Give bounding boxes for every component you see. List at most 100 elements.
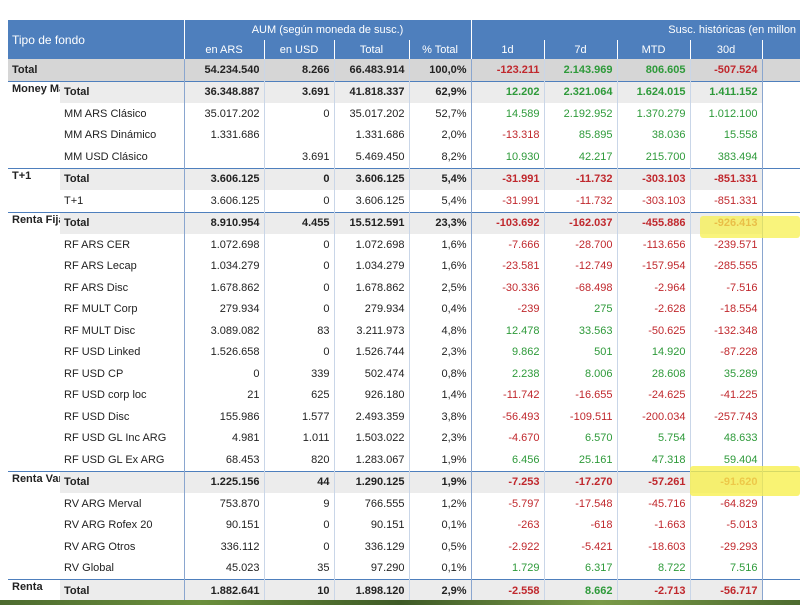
fund-row: RF USD CP 0 339 502.474 0,8% 2.238 8.006 28.608… <box>8 363 800 385</box>
cell-en-usd: 0 <box>263 234 335 256</box>
cell-en-ars: 90.151 <box>183 514 265 536</box>
col-header-mtd: MTD <box>616 40 691 59</box>
cell-en-usd: 0 <box>263 167 335 190</box>
cell-en-usd: 44 <box>263 470 335 493</box>
cell-mtd: -57.261 <box>616 470 691 493</box>
cell-mtd: -303.103 <box>616 167 691 190</box>
cell-total: 926.180 <box>333 384 410 406</box>
cell-mtd: -18.603 <box>616 536 691 558</box>
cell-1d: 6.456 <box>470 449 545 471</box>
cell-1d: -2.558 <box>470 579 545 602</box>
row-label: RF MULT Corp <box>64 303 138 316</box>
cell-en-usd: 1.011 <box>263 427 335 449</box>
cell-pct-total: 4,8% <box>408 320 472 342</box>
cut-cell <box>761 341 800 363</box>
cell-en-usd: 0 <box>263 190 335 212</box>
cell-pct-total: 2,5% <box>408 277 472 299</box>
row-label: RF ARS Disc <box>64 281 129 294</box>
cut-cell <box>761 406 800 428</box>
cell-en-usd: 35 <box>263 557 335 580</box>
cell-en-ars: 1.034.279 <box>183 255 265 277</box>
cell-7d: -5.421 <box>543 536 618 558</box>
cell-7d: -16.655 <box>543 384 618 406</box>
cell-7d: -109.511 <box>543 406 618 428</box>
fund-row: RF ARS CER 1.072.698 0 1.072.698 1,6% -7.666-… <box>8 234 800 256</box>
cell-en-ars: 3.606.125 <box>183 190 265 212</box>
cell-mtd: -2.964 <box>616 277 691 299</box>
row-label: RF ARS Lecap <box>64 260 137 273</box>
cell-7d: 6.317 <box>543 557 618 580</box>
cell-en-ars: 753.870 <box>183 493 265 515</box>
row-label: Total <box>60 579 185 602</box>
cut-cell <box>761 80 800 103</box>
bottom-edge-strip <box>0 600 800 605</box>
cell-en-usd: 0 <box>263 103 335 125</box>
total-row: Renta Fija Total 8.910.954 4.455 15.512.591 2… <box>8 211 800 471</box>
row-label: RF USD Disc <box>64 410 130 423</box>
cut-cell <box>761 363 800 385</box>
fund-row: RF USD corp loc 21 625 926.180 1,4% -11.742 -1… <box>8 384 800 406</box>
row-label: RF USD corp loc <box>64 389 147 402</box>
cell-30d: -56.717 <box>689 579 763 602</box>
cell-1d: -31.991 <box>470 167 545 190</box>
cell-en-usd: 0 <box>263 341 335 363</box>
cell-7d: 33.563 <box>543 320 618 342</box>
cell-pct-total: 0,4% <box>408 298 472 320</box>
cell-30d: -41.225 <box>689 384 763 406</box>
total-row: Renta VariableTotal1.225.156441.290.1251… <box>8 470 800 580</box>
cell-1d: 10.930 <box>470 146 545 168</box>
cell-total: 1.678.862 <box>333 277 410 299</box>
row-label: Total <box>60 211 185 234</box>
col-header-30d: 30d <box>689 40 763 59</box>
cell-en-usd: 3.691 <box>263 80 335 103</box>
cell-1d: 9.862 <box>470 341 545 363</box>
col-header-en-ars: en ARS <box>183 40 265 59</box>
cell-mtd: -200.034 <box>616 406 691 428</box>
cell-en-ars: 279.934 <box>183 298 265 320</box>
cell-7d: 6.570 <box>543 427 618 449</box>
row-label: RF USD GL Ex ARG <box>64 453 165 466</box>
cell-1d: -31.991 <box>470 190 545 212</box>
cell-total: 1.034.279 <box>333 255 410 277</box>
group-label: Renta <box>8 579 60 602</box>
cell-30d: -132.348 <box>689 320 763 342</box>
cell-total: 1.526.744 <box>333 341 410 363</box>
cell-total: 766.555 <box>333 493 410 515</box>
cell-en-ars: 336.112 <box>183 536 265 558</box>
cell-total: 90.151 <box>333 514 410 536</box>
cell-en-usd: 1.577 <box>263 406 335 428</box>
cell-7d: -17.548 <box>543 493 618 515</box>
total-row: Total 54.234.540 8.266 66.483.914 100,0% -123… <box>8 59 800 81</box>
cell-30d: -851.331 <box>689 190 763 212</box>
cell-mtd: -45.716 <box>616 493 691 515</box>
cell-mtd: -455.886 <box>616 211 691 234</box>
cell-pct-total: 5,4% <box>408 190 472 212</box>
cut-cell <box>761 146 800 168</box>
cell-pct-total: 2,0% <box>408 124 472 146</box>
group-label: T+1 <box>8 167 60 212</box>
cell-pct-total: 1,9% <box>408 470 472 493</box>
cell-30d: 15.558 <box>689 124 763 146</box>
cell-total: 66.483.914 <box>333 59 410 81</box>
cell-en-usd: 0 <box>263 514 335 536</box>
cell-en-usd: 9 <box>263 493 335 515</box>
aum-group-header: AUM (según moneda de susc.) <box>183 20 472 40</box>
cell-pct-total: 0,1% <box>408 514 472 536</box>
cell-total: 1.072.698 <box>333 234 410 256</box>
cell-pct-total: 52,7% <box>408 103 472 125</box>
group-label: Renta Fija <box>8 211 60 471</box>
fund-row: RF MULT Corp 279.934 0 279.934 0,4% -239 275 -2… <box>8 298 800 320</box>
cell-1d: 12.202 <box>470 80 545 103</box>
cell-en-usd: 83 <box>263 320 335 342</box>
cell-1d: -239 <box>470 298 545 320</box>
cell-1d: -23.581 <box>470 255 545 277</box>
cell-1d: -123.211 <box>470 59 545 81</box>
cell-en-ars: 155.986 <box>183 406 265 428</box>
row-label: RF USD Linked <box>64 346 141 359</box>
cell-mtd: -1.663 <box>616 514 691 536</box>
row-label: MM USD Clásico <box>64 150 148 163</box>
cell-pct-total: 1,6% <box>408 255 472 277</box>
cell-en-usd: 0 <box>263 255 335 277</box>
cell-1d: -11.742 <box>470 384 545 406</box>
cell-7d: 8.006 <box>543 363 618 385</box>
